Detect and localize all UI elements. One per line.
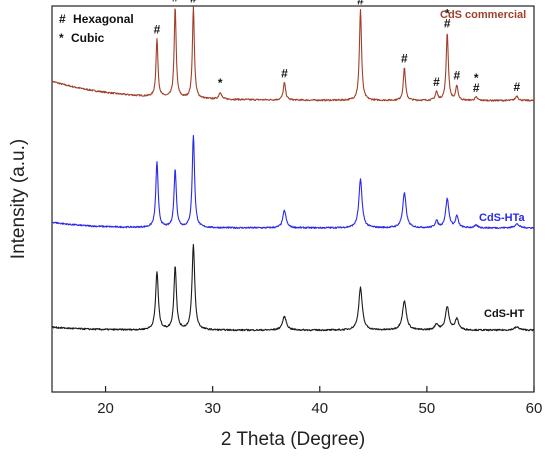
y-axis-title: Intensity (a.u.) (8, 139, 29, 259)
hexagonal-marker: # (172, 0, 179, 4)
legend-entry-cubic: * Cubic (59, 31, 105, 45)
hexagonal-marker: # (473, 81, 480, 95)
series-label-cds-commercial: CdS commercial (440, 9, 526, 21)
x-tick-label: 60 (526, 400, 543, 417)
legend-label-cubic: Cubic (71, 31, 105, 45)
x-axis-title: 2 Theta (Degree) (221, 429, 365, 450)
cubic-marker: * (474, 71, 479, 85)
hexagonal-marker: # (190, 0, 197, 5)
x-axis-ticks: 20 30 40 50 60 (97, 386, 542, 417)
legend-label-hexagonal: Hexagonal (73, 12, 134, 26)
series-line-3 (51, 243, 535, 332)
series-lines (51, 6, 535, 332)
series-label-cds-hta: CdS-HTa (479, 212, 526, 224)
hexagonal-marker: # (454, 69, 461, 83)
legend-symbol-hexagonal: # (59, 12, 66, 26)
cubic-marker: * (445, 7, 450, 21)
x-tick-label: 50 (419, 400, 436, 417)
hexagonal-marker: # (357, 0, 364, 8)
hexagonal-marker: # (444, 17, 451, 31)
hexagonal-marker: # (281, 67, 288, 81)
x-tick-label: 20 (97, 400, 114, 417)
x-tick-label: 30 (204, 400, 221, 417)
hexagonal-marker: # (401, 52, 408, 66)
series-line-1 (51, 6, 535, 102)
legend-symbol-cubic: * (59, 31, 64, 45)
cubic-marker: * (218, 76, 223, 90)
phase-markers: #*##*#*###*##*## (154, 0, 521, 95)
legend: # Hexagonal * Cubic (59, 12, 134, 45)
legend-entry-hexagonal: # Hexagonal (59, 12, 134, 26)
hexagonal-marker: # (154, 23, 161, 37)
hexagonal-marker: # (514, 80, 521, 94)
series-line-2 (51, 134, 535, 230)
series-label-cds-ht: CdS-HT (484, 308, 525, 320)
x-tick-label: 40 (311, 400, 328, 417)
plot-frame (51, 5, 535, 393)
hexagonal-marker: # (433, 75, 440, 89)
